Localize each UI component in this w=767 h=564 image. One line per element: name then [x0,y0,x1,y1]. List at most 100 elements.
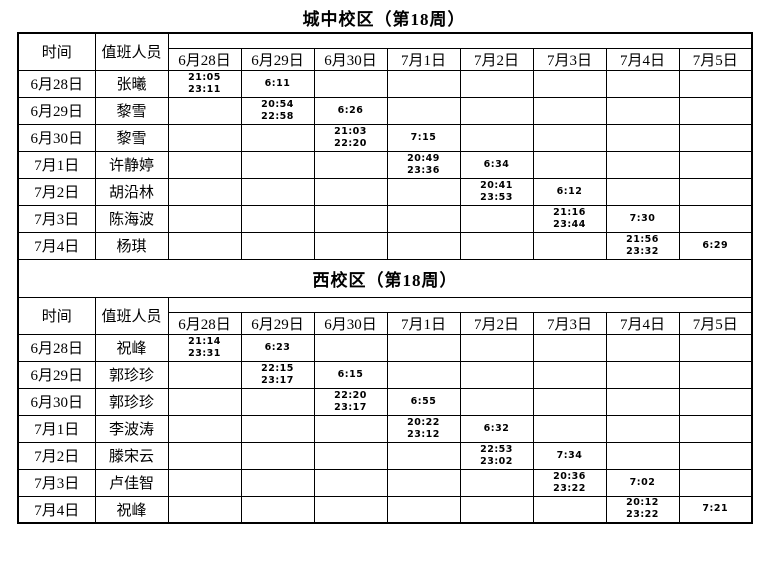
duty-time-cell [167,231,242,260]
duty-row: 6月28日 祝峰 21:14 23:31 6:23 [17,333,753,362]
staff-header-cell: 值班人员 [94,296,169,335]
duty-time-cell: 22:53 23:02 [459,441,534,470]
duty-time-cell: 6:29 [678,231,753,260]
date-header-cell: 6月30日 [313,47,388,71]
time-entry: 23:36 [407,164,440,176]
duty-time-cell: 20:22 23:12 [386,414,461,443]
row-date-cell: 7月2日 [17,441,96,470]
duty-time-cell [459,123,534,152]
duty-time-cell [313,468,388,497]
date-header-cell: 7月1日 [386,47,461,71]
duty-row: 7月4日 杨琪 21:56 23:32 6:29 [17,231,753,260]
duty-time-cell [240,150,315,179]
campus1-title: 城中校区（第18周） [302,10,466,29]
duty-time-cell [386,333,461,362]
time-entry: 23:17 [261,374,294,386]
duty-time-cell [167,441,242,470]
time-entry: 23:11 [188,83,221,95]
duty-time-cell [605,360,680,389]
time-entry: 23:31 [188,347,221,359]
duty-time-cell [678,414,753,443]
time-entry: 20:54 [261,98,294,110]
duty-time-cell [532,495,607,524]
row-date-cell: 7月3日 [17,204,96,233]
row-date-cell: 6月30日 [17,123,96,152]
duty-time-cell [678,123,753,152]
time-entry: 20:49 [407,152,440,164]
duty-row: 7月3日 卢佳智 20:36 23:22 7:02 [17,468,753,497]
duty-time-cell [240,231,315,260]
staff-name-cell: 郭珍珍 [94,387,169,416]
duty-time-cell [532,96,607,125]
duty-time-cell [459,69,534,98]
time-entry: 6:26 [337,104,364,116]
duty-time-cell [386,69,461,98]
time-entry: 20:36 [553,470,586,482]
duty-time-cell [167,414,242,443]
time-entry: 6:15 [337,368,364,380]
duty-time-cell [240,177,315,206]
duty-time-cell: 6:32 [459,414,534,443]
duty-time-cell: 21:56 23:32 [605,231,680,260]
section-title-row: 西校区（第18周） [17,258,753,298]
duty-time-cell [386,96,461,125]
duty-time-cell: 22:15 23:17 [240,360,315,389]
duty-time-cell [240,495,315,524]
duty-row: 7月1日 李波涛 20:22 23:12 6:32 [17,414,753,443]
duty-time-cell [605,387,680,416]
staff-name-cell: 滕宋云 [94,441,169,470]
time-entry: 23:02 [480,455,513,467]
duty-row: 7月1日 许静婷 20:49 23:36 6:34 [17,150,753,179]
row-date-cell: 6月29日 [17,96,96,125]
date-header-cell: 7月3日 [532,311,607,335]
header-spacer-cell [167,32,753,49]
staff-name-cell: 李波涛 [94,414,169,443]
duty-time-cell [167,468,242,497]
duty-time-cell [532,387,607,416]
duty-time-cell: 21:16 23:44 [532,204,607,233]
time-entry: 21:03 [334,125,367,137]
staff-header-cell: 值班人员 [94,32,169,71]
duty-time-cell [678,204,753,233]
duty-time-cell [678,468,753,497]
date-header-cell: 7月5日 [678,47,753,71]
duty-time-cell [167,495,242,524]
duty-time-cell [386,495,461,524]
time-entry: 22:58 [261,110,294,122]
row-date-cell: 6月30日 [17,387,96,416]
duty-time-cell [313,441,388,470]
row-date-cell: 7月4日 [17,495,96,524]
staff-name-cell: 杨琪 [94,231,169,260]
duty-time-cell: 6:23 [240,333,315,362]
date-header-cell: 7月1日 [386,311,461,335]
duty-time-cell: 7:21 [678,495,753,524]
duty-time-cell: 7:02 [605,468,680,497]
duty-time-cell: 20:41 23:53 [459,177,534,206]
duty-time-cell [459,333,534,362]
time-entry: 23:12 [407,428,440,440]
duty-time-cell [459,360,534,389]
staff-name-cell: 陈海波 [94,204,169,233]
time-header-cell: 时间 [17,296,96,335]
duty-time-cell [605,441,680,470]
time-entry: 7:02 [629,476,656,488]
duty-time-cell: 20:49 23:36 [386,150,461,179]
date-header-cell: 6月28日 [167,311,242,335]
duty-time-cell [313,204,388,233]
duty-time-cell [167,96,242,125]
header-spacer-row: 时间 值班人员 [17,296,753,335]
time-entry: 23:53 [480,191,513,203]
duty-time-cell [313,150,388,179]
duty-time-cell: 22:20 23:17 [313,387,388,416]
duty-time-cell [605,123,680,152]
duty-time-cell [532,150,607,179]
duty-time-cell [386,231,461,260]
time-entry: 6:29 [702,239,729,251]
duty-time-cell [167,204,242,233]
duty-time-cell [605,333,680,362]
duty-time-cell [605,69,680,98]
duty-time-cell [678,69,753,98]
duty-time-cell [605,177,680,206]
duty-row: 7月2日 胡沿林 20:41 23:53 6:12 [17,177,753,206]
